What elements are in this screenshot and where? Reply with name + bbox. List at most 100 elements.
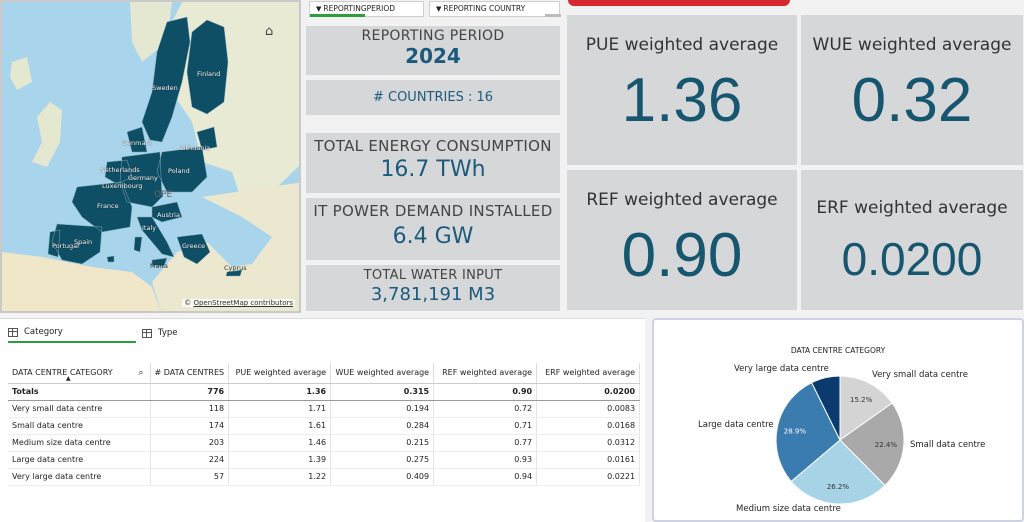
table-cell: 1.61 [228,417,332,435]
map-label-finland: Finland [197,70,221,78]
table-cell: 0.409 [330,468,435,486]
kpi-ref-label: REF weighted average [586,190,778,210]
map-panel[interactable]: ⌂ Finland Sweden Denmark Lithuania Nethe… [0,0,301,313]
filter-reporting-country[interactable]: ▼ REPORTING COUNTRY [429,1,561,17]
slice-large-value-label: 28.9% [784,428,807,436]
slice-very-large[interactable] [810,375,841,441]
kpi-erf-value: 0.0200 [841,233,983,285]
kpi-pue-label: PUE weighted average [585,35,779,55]
column-header-count[interactable]: # DATA CENTRES [150,363,230,384]
table-cell: 0.0200 [536,383,641,401]
kpi-ref-value: 0.90 [621,221,743,290]
table-cell: 0.284 [330,417,435,435]
slice-medium[interactable] [790,439,886,505]
land-south-east [152,182,299,311]
slice-very-small-value-label: 15.2% [850,396,873,404]
map-label-italy: Italy [142,224,157,232]
column-header-category-label: DATA CENTRE CATEGORY [12,368,113,378]
column-header-ref[interactable]: REF weighted average [433,363,538,384]
pie-chart[interactable]: 15.2% 22.4% 26.2% 28.9% [654,320,1022,520]
tab-category-label: Category [24,327,63,337]
map-label-cyprus: Cyprus [224,264,247,272]
kpi-reporting-period-value: 2024 [405,44,461,68]
map-attribution-prefix: © [184,299,194,307]
kpi-it-power-value: 6.4 GW [392,224,474,249]
map-label-austria: Austria [157,211,180,219]
filter-selection-bar [310,14,365,17]
table-cell: 0.275 [330,451,435,469]
table-cell: 0.90 [433,383,538,401]
tab-type[interactable]: Type [142,323,262,343]
map-label-france: France [97,202,119,210]
map-attribution: © OpenStreetMap contributors [182,299,295,307]
home-icon[interactable]: ⌂ [265,24,274,39]
kpi-countries: # COUNTRIES : 16 [306,80,560,115]
slice-large[interactable] [775,381,841,483]
table-cell: 0.0161 [536,451,641,469]
table-cell: 203 [150,434,230,452]
kpi-energy: TOTAL ENERGY CONSUMPTION 16.7 TWh [306,133,560,193]
table-cell: Medium size data centre [8,434,151,452]
land-uk [10,57,32,90]
table-cell: 1.39 [228,451,332,469]
pie-label-small: Small data centre [910,440,986,450]
map-label-germany: Germany [128,174,158,182]
kpi-water: TOTAL WATER INPUT 3,781,191 M3 [306,265,560,311]
map-label-portugal: Portugal [52,242,79,250]
filter-reporting-period[interactable]: ▼ REPORTINGPERIOD [309,1,424,17]
slice-medium-value-label: 26.2% [827,483,850,491]
land-norway [130,2,172,62]
highlighted-countries [47,16,243,277]
map-label-poland: Poland [168,167,190,175]
table-cell: 0.0083 [536,400,641,418]
kpi-water-value: 3,781,191 M3 [370,284,496,305]
table-cell: 0.72 [433,400,538,418]
table-cell: 0.194 [330,400,435,418]
sort-icon[interactable]: ▲ [66,374,71,382]
table-cell: Very large data centre [8,468,151,486]
filter-reporting-period-label: REPORTINGPERIOD [323,4,396,13]
table-row[interactable]: Large data centre 224 1.39 0.275 0.93 0.… [8,451,641,469]
kpi-pue-value: 1.36 [621,66,743,135]
kpi-energy-label: TOTAL ENERGY CONSUMPTION [314,137,552,155]
kpi-wue-label: WUE weighted average [812,35,1012,55]
table-cell: 1.22 [228,468,332,486]
table-row[interactable]: Medium size data centre 203 1.46 0.215 0… [8,434,641,452]
filter-dropdown-icon: ▼ [316,5,322,13]
pie-label-very-large: Very large data centre [734,364,829,374]
table-row[interactable]: Small data centre 174 1.61 0.284 0.71 0.… [8,417,641,435]
map-label-denmark: Denmark [122,139,152,147]
map-canvas[interactable] [2,2,301,313]
table-cell: 1.46 [228,434,332,452]
pie-label-large: Large data centre [698,420,774,430]
kpi-it-power: IT POWER DEMAND INSTALLED 6.4 GW [306,198,560,260]
pie-label-very-small: Very small data centre [872,370,968,380]
table-cell: 0.215 [330,434,435,452]
column-header-wue[interactable]: WUE weighted average [330,363,435,384]
tab-category[interactable]: Category [8,323,136,343]
pie-title: DATA CENTRE CATEGORY [790,346,886,355]
table-icon [8,327,18,337]
land-africa [2,252,161,311]
filter-dropdown-icon: ▼ [436,5,442,13]
map-label-malta: Malta [150,262,168,270]
table-cell: Totals [8,383,151,401]
map-label-lithuania: Lithuania [180,144,211,152]
search-icon[interactable]: ⌕ [138,368,144,378]
pie-label-medium: Medium size data centre [736,504,841,514]
column-header-erf[interactable]: ERF weighted average [536,363,641,384]
osm-link[interactable]: OpenStreetMap contributors [193,299,293,307]
table-cell: 0.315 [330,383,435,401]
header-accent-bar [568,0,790,6]
column-header-category[interactable]: DATA CENTRE CATEGORY ▲ ⌕ [8,363,151,384]
slice-small[interactable] [839,402,905,487]
slice-very-small[interactable] [839,375,893,441]
kpi-ref: REF weighted average 0.90 [567,170,797,310]
filter-selection-bar [545,14,561,17]
table-row[interactable]: Very large data centre 57 1.22 0.409 0.9… [8,468,641,486]
table-cell: 1.36 [228,383,332,401]
kpi-reporting-period: REPORTING PERIOD 2024 [306,26,560,75]
column-header-pue[interactable]: PUE weighted average [228,363,332,384]
table-row[interactable]: Very small data centre 118 1.71 0.194 0.… [8,400,641,418]
table-cell: 174 [150,417,230,435]
